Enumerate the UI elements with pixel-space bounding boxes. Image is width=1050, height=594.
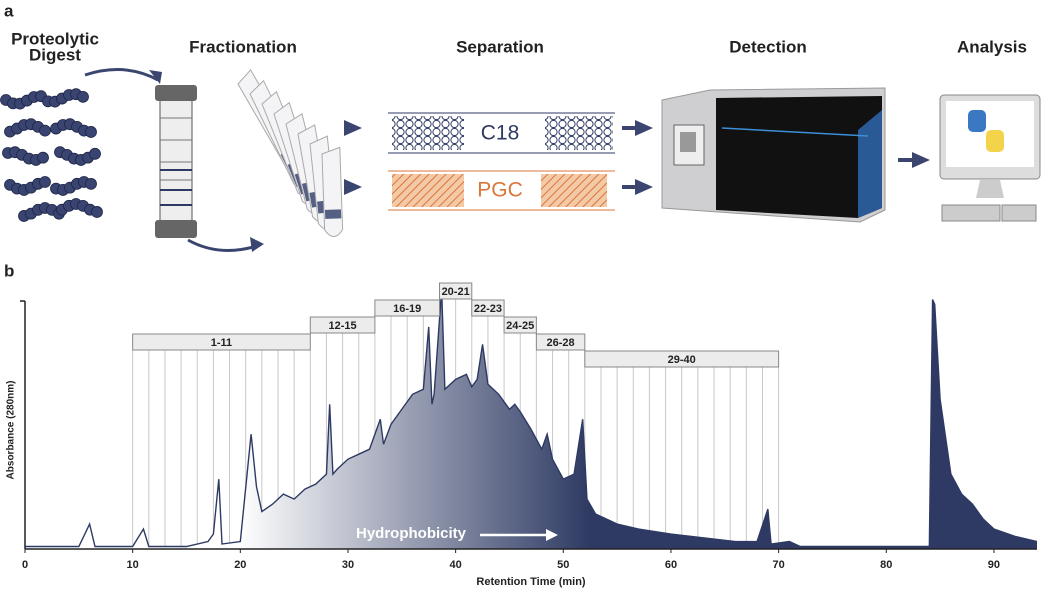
x-tick-label: 0 bbox=[22, 559, 28, 571]
fraction-bracket bbox=[503, 316, 537, 334]
bead bbox=[85, 126, 97, 138]
chromatogram: 1-11 12-15 16-19 20-21 22-23 24-25 26-28 29-40 0… bbox=[6, 282, 1038, 588]
fraction-label: 22-23 bbox=[474, 303, 502, 315]
bead bbox=[91, 206, 103, 218]
fraction-tubes bbox=[237, 68, 344, 238]
x-tick-label: 70 bbox=[772, 559, 784, 571]
x-tick-label: 50 bbox=[557, 559, 569, 571]
step-title: Fractionation bbox=[189, 37, 297, 56]
peptides bbox=[0, 88, 103, 222]
step-title: Detection bbox=[729, 37, 806, 56]
x-tick-label: 20 bbox=[234, 559, 246, 571]
column-label: PGC bbox=[477, 179, 523, 202]
tube-fill bbox=[324, 209, 342, 219]
fraction-label: 16-19 bbox=[393, 303, 421, 315]
bead bbox=[89, 147, 101, 160]
late-peak-fill bbox=[886, 299, 1037, 549]
fraction-bracket bbox=[374, 299, 440, 317]
fraction-bracket bbox=[132, 333, 311, 351]
annotation: Hydrophobicity bbox=[356, 525, 467, 542]
fraction-label: 24-25 bbox=[506, 320, 534, 332]
x-tick-label: 90 bbox=[988, 559, 1000, 571]
x-axis-title: Retention Time (min) bbox=[476, 576, 586, 588]
pgc-column: PGC bbox=[388, 170, 615, 211]
x-tick-label: 80 bbox=[880, 559, 892, 571]
fraction-label: 20-21 bbox=[442, 286, 470, 298]
computer bbox=[939, 94, 1041, 222]
step-title: Digest bbox=[29, 45, 81, 64]
fraction-label: 29-40 bbox=[668, 354, 696, 366]
bead bbox=[77, 90, 89, 103]
x-tick-label: 10 bbox=[127, 559, 139, 571]
fraction-label: 12-15 bbox=[329, 320, 357, 332]
fraction-label: 1-11 bbox=[211, 337, 232, 349]
x-tick-label: 60 bbox=[665, 559, 677, 571]
c18-column: C18 bbox=[388, 112, 615, 154]
fractionation-column bbox=[155, 85, 197, 238]
chromatogram-line bbox=[25, 289, 1038, 548]
step-title: Separation bbox=[456, 37, 544, 56]
fraction-label: 26-28 bbox=[547, 337, 575, 349]
fraction-bracket bbox=[584, 350, 780, 368]
panel-label: a bbox=[4, 1, 14, 20]
arrowheads bbox=[149, 70, 930, 252]
fraction-bracket bbox=[438, 282, 473, 300]
step-title: Proteolytic bbox=[11, 29, 99, 48]
fraction-bracket bbox=[535, 333, 586, 351]
mass-spectrometer bbox=[661, 87, 886, 223]
x-tick-label: 30 bbox=[342, 559, 354, 571]
bead bbox=[39, 124, 51, 137]
tube bbox=[321, 146, 344, 238]
bead bbox=[39, 176, 51, 188]
panel-label: b bbox=[4, 261, 14, 280]
column-label: C18 bbox=[481, 122, 520, 145]
step-title: Analysis bbox=[957, 37, 1027, 56]
fraction-bracket bbox=[471, 299, 505, 317]
bead bbox=[37, 151, 49, 164]
annotation-arrowhead bbox=[546, 529, 558, 541]
fraction-bracket bbox=[309, 316, 376, 334]
y-axis-title: Absorbance (280nm) bbox=[6, 381, 17, 480]
bead bbox=[85, 177, 97, 190]
x-tick-label: 40 bbox=[450, 559, 462, 571]
